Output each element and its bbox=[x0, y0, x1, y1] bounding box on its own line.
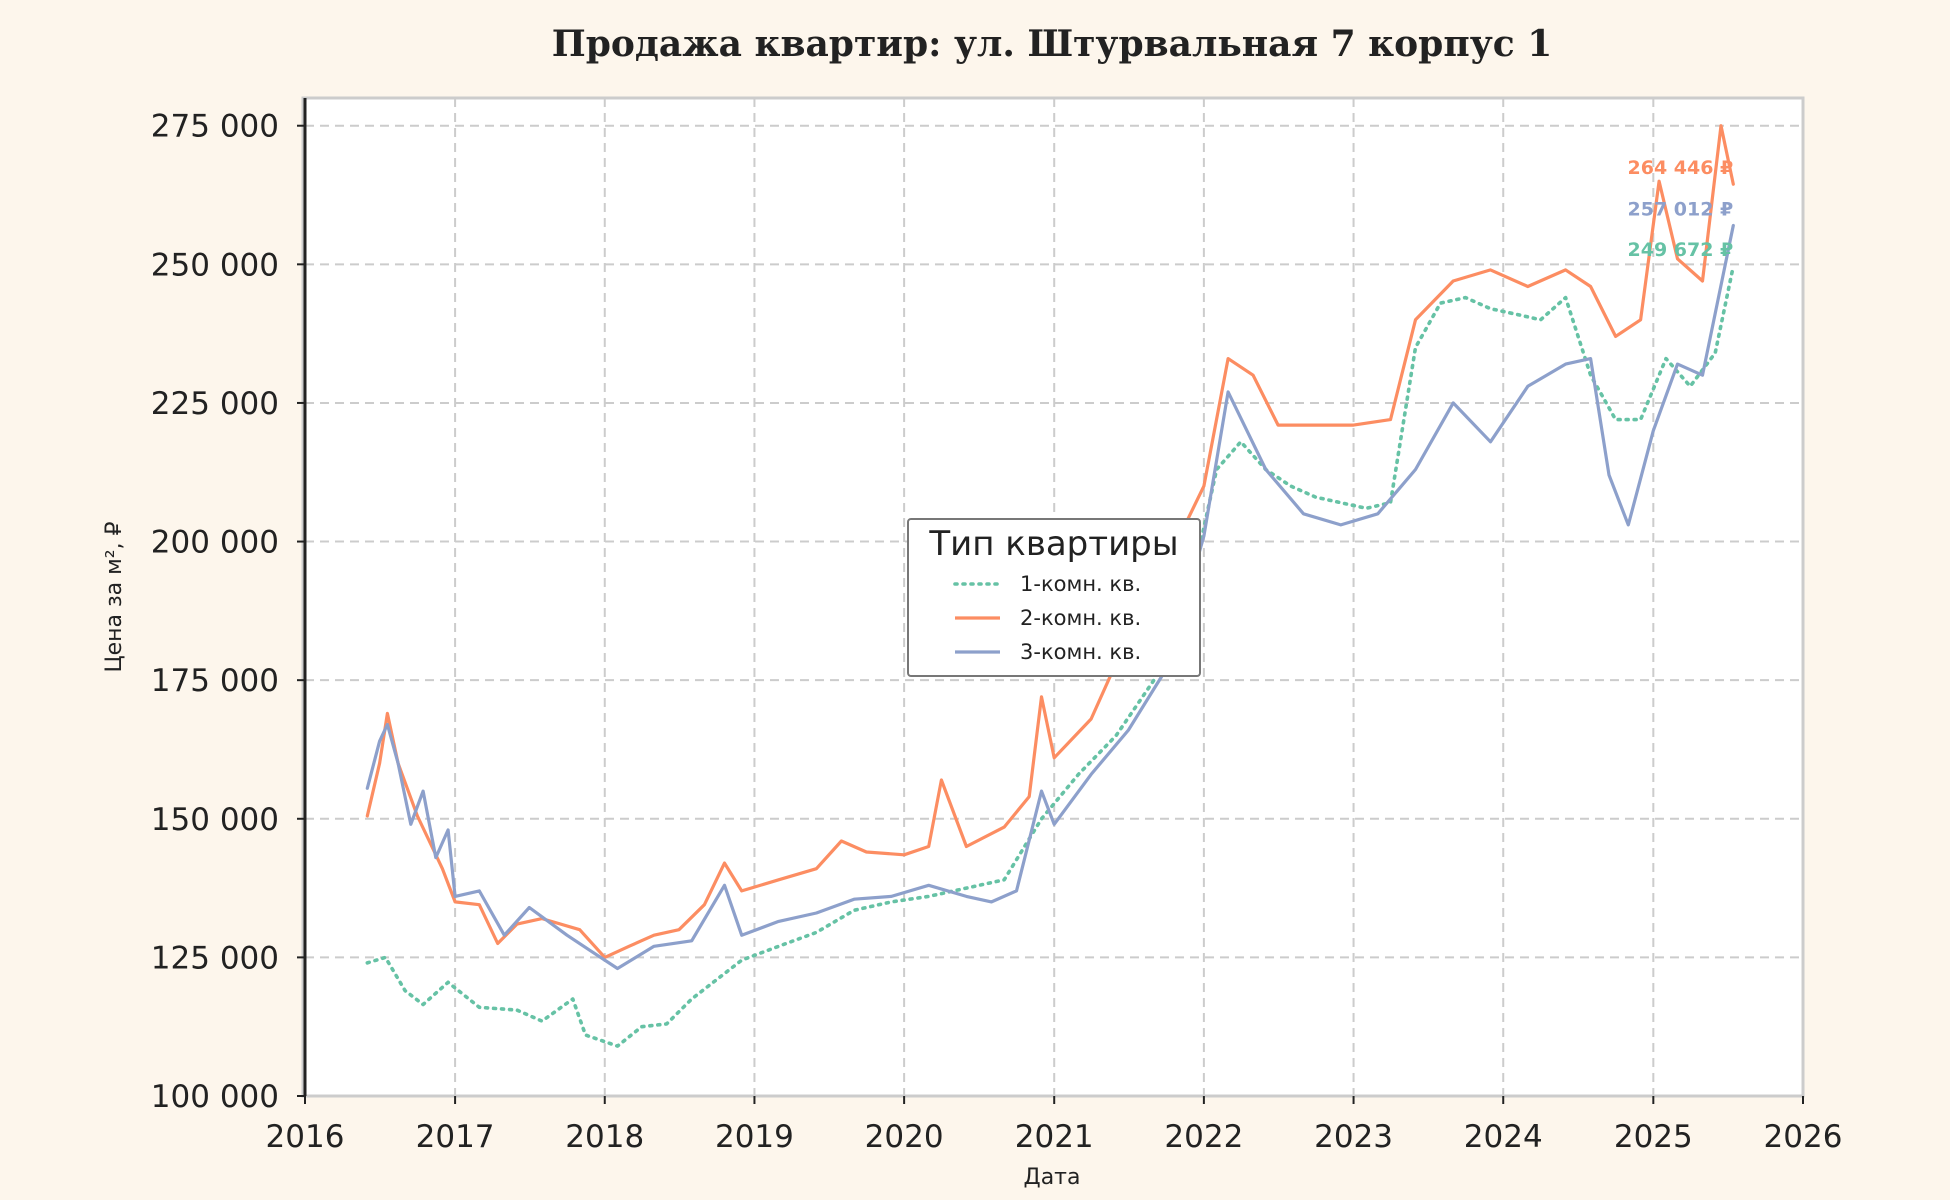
x-tick-labels: 2016 2017 2018 2019 2020 2021 2022 2023 2024 2025… bbox=[266, 1096, 1843, 1155]
y-tick-labels: 100 000 125 000 150 000 175 000 200 000 225 0… bbox=[151, 109, 305, 1115]
series-end-label: 264 446 ₽ bbox=[1628, 157, 1734, 179]
legend: Тип квартиры 1-комн. кв. 2-комн. кв. 3-ком… bbox=[907, 518, 1201, 677]
x-tick-label: 2019 bbox=[715, 1119, 794, 1155]
x-tick-label: 2025 bbox=[1614, 1119, 1693, 1155]
x-tick-label: 2016 bbox=[266, 1119, 345, 1155]
y-axis-label: Цена за м², ₽ bbox=[102, 521, 127, 672]
x-tick-label: 2026 bbox=[1764, 1119, 1843, 1155]
series-line bbox=[365, 223, 1735, 971]
series-line bbox=[365, 264, 1736, 1048]
legend-label: 3-комн. кв. bbox=[1020, 640, 1141, 664]
legend-title: Тип квартиры bbox=[928, 524, 1178, 564]
legend-label: 1-комн. кв. bbox=[1020, 572, 1141, 596]
y-tick-label: 125 000 bbox=[151, 940, 279, 976]
grid bbox=[305, 98, 1803, 1096]
series-end-label: 249 672 ₽ bbox=[1628, 239, 1734, 261]
x-tick-label: 2022 bbox=[1164, 1119, 1243, 1155]
chart-title: Продажа квартир: ул. Штурвальная 7 корпу… bbox=[552, 23, 1553, 65]
y-tick-label: 225 000 bbox=[151, 386, 279, 422]
x-tick-label: 2024 bbox=[1464, 1119, 1543, 1155]
y-tick-label: 200 000 bbox=[151, 525, 279, 561]
y-tick-label: 250 000 bbox=[151, 247, 279, 283]
x-tick-label: 2020 bbox=[865, 1119, 944, 1155]
legend-items: 1-комн. кв. 2-комн. кв. 3-комн. кв. bbox=[953, 572, 1141, 664]
y-tick-label: 275 000 bbox=[151, 109, 279, 145]
legend-box bbox=[907, 518, 1201, 677]
end-labels: 249 672 ₽ 264 446 ₽ 257 012 ₽ bbox=[1628, 157, 1734, 261]
series-line bbox=[365, 124, 1735, 959]
series-lines bbox=[365, 124, 1736, 1048]
y-tick-label: 175 000 bbox=[151, 663, 279, 699]
x-tick-label: 2021 bbox=[1015, 1119, 1094, 1155]
x-tick-label: 2017 bbox=[416, 1119, 495, 1155]
x-tick-label: 2023 bbox=[1314, 1119, 1393, 1155]
x-tick-label: 2018 bbox=[565, 1119, 644, 1155]
y-tick-label: 150 000 bbox=[151, 802, 279, 838]
series-end-label: 257 012 ₽ bbox=[1628, 198, 1734, 220]
legend-label: 2-комн. кв. bbox=[1020, 606, 1141, 630]
y-tick-label: 100 000 bbox=[151, 1079, 279, 1115]
x-axis-label: Дата bbox=[1024, 1165, 1081, 1190]
